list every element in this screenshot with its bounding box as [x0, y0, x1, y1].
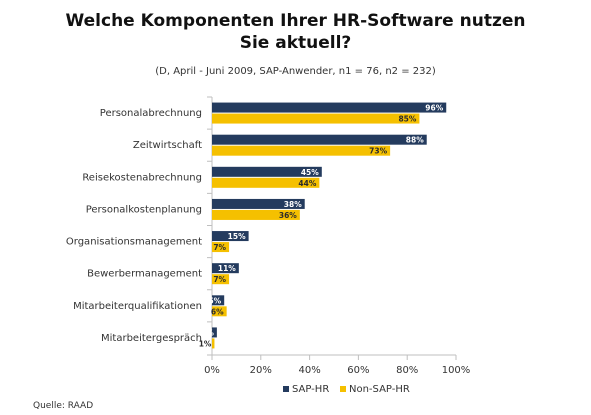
sap-hr-bar: [212, 231, 249, 242]
non-sap-hr-bar: [212, 113, 420, 124]
category-label: Bewerbermanagement: [87, 269, 202, 280]
sap-hr-bar: [212, 134, 427, 145]
legend-label-sap-hr: SAP-HR: [292, 384, 329, 395]
non-sap-hr-value-label: 7%: [213, 243, 226, 252]
non-sap-hr-bar: [212, 338, 215, 349]
non-sap-hr-value-label: 6%: [211, 307, 224, 316]
source-note: Quelle: RAAD: [33, 401, 94, 411]
non-sap-hr-value-label: 85%: [398, 115, 416, 124]
x-tick-label: 80%: [396, 365, 418, 376]
chart-subtitle: (D, April - Juni 2009, SAP-Anwender, n1 …: [155, 66, 436, 77]
sap-hr-bar: [212, 198, 305, 209]
non-sap-hr-value-label: 44%: [298, 179, 316, 188]
x-tick-label: 60%: [347, 365, 369, 376]
sap-hr-value-label: 15%: [228, 232, 246, 241]
sap-hr-value-label: 11%: [218, 264, 236, 273]
category-label: Personalkostenplanung: [86, 204, 202, 215]
x-tick-label: 20%: [250, 365, 272, 376]
sap-hr-bar: [212, 295, 225, 306]
title-line-1: Welche Komponenten Ihrer HR-Software nut…: [65, 11, 526, 31]
sap-hr-value-label: 96%: [425, 104, 443, 113]
category-label: Zeitwirtschaft: [133, 140, 202, 151]
chart-title: Welche Komponenten Ihrer HR-Software nut…: [0, 10, 591, 54]
non-sap-hr-bar: [212, 306, 227, 317]
non-sap-hr-bar: [212, 274, 230, 285]
legend-swatch-non-sap-hr: [340, 386, 346, 392]
non-sap-hr-value-label: 1%: [199, 339, 212, 348]
non-sap-hr-value-label: 7%: [213, 275, 226, 284]
sap-hr-bar: [212, 102, 447, 113]
category-label: Mitarbeitergespräch: [101, 333, 202, 344]
category-label: Personalabrechnung: [100, 108, 202, 119]
legend-label-non-sap-hr: Non-SAP-HR: [349, 384, 410, 395]
non-sap-hr-bar: [212, 145, 391, 156]
title-line-2: Sie aktuell?: [239, 33, 352, 53]
non-sap-hr-bar: [212, 242, 230, 253]
category-label: Mitarbeiterqualifikationen: [73, 301, 202, 312]
non-sap-hr-bar: [212, 209, 300, 220]
sap-hr-bar: [212, 327, 217, 338]
x-tick-label: 40%: [298, 365, 320, 376]
sap-hr-bar: [212, 166, 322, 177]
sap-hr-value-label: 38%: [284, 200, 302, 209]
x-tick-label: 0%: [204, 365, 220, 376]
non-sap-hr-value-label: 36%: [279, 211, 297, 220]
category-label: Organisationsmanagement: [66, 237, 202, 248]
non-sap-hr-bar: [212, 177, 320, 188]
sap-hr-value-label: 45%: [301, 168, 319, 177]
x-tick-label: 100%: [442, 365, 471, 376]
sap-hr-value-label: 5%: [208, 296, 221, 305]
sap-hr-value-label: 88%: [406, 136, 424, 145]
sap-hr-value-label: 2%: [201, 328, 214, 337]
category-label: Reisekostenabrechnung: [82, 172, 202, 183]
legend-swatch-sap-hr: [283, 386, 289, 392]
non-sap-hr-value-label: 73%: [369, 147, 387, 156]
sap-hr-bar: [212, 263, 239, 274]
